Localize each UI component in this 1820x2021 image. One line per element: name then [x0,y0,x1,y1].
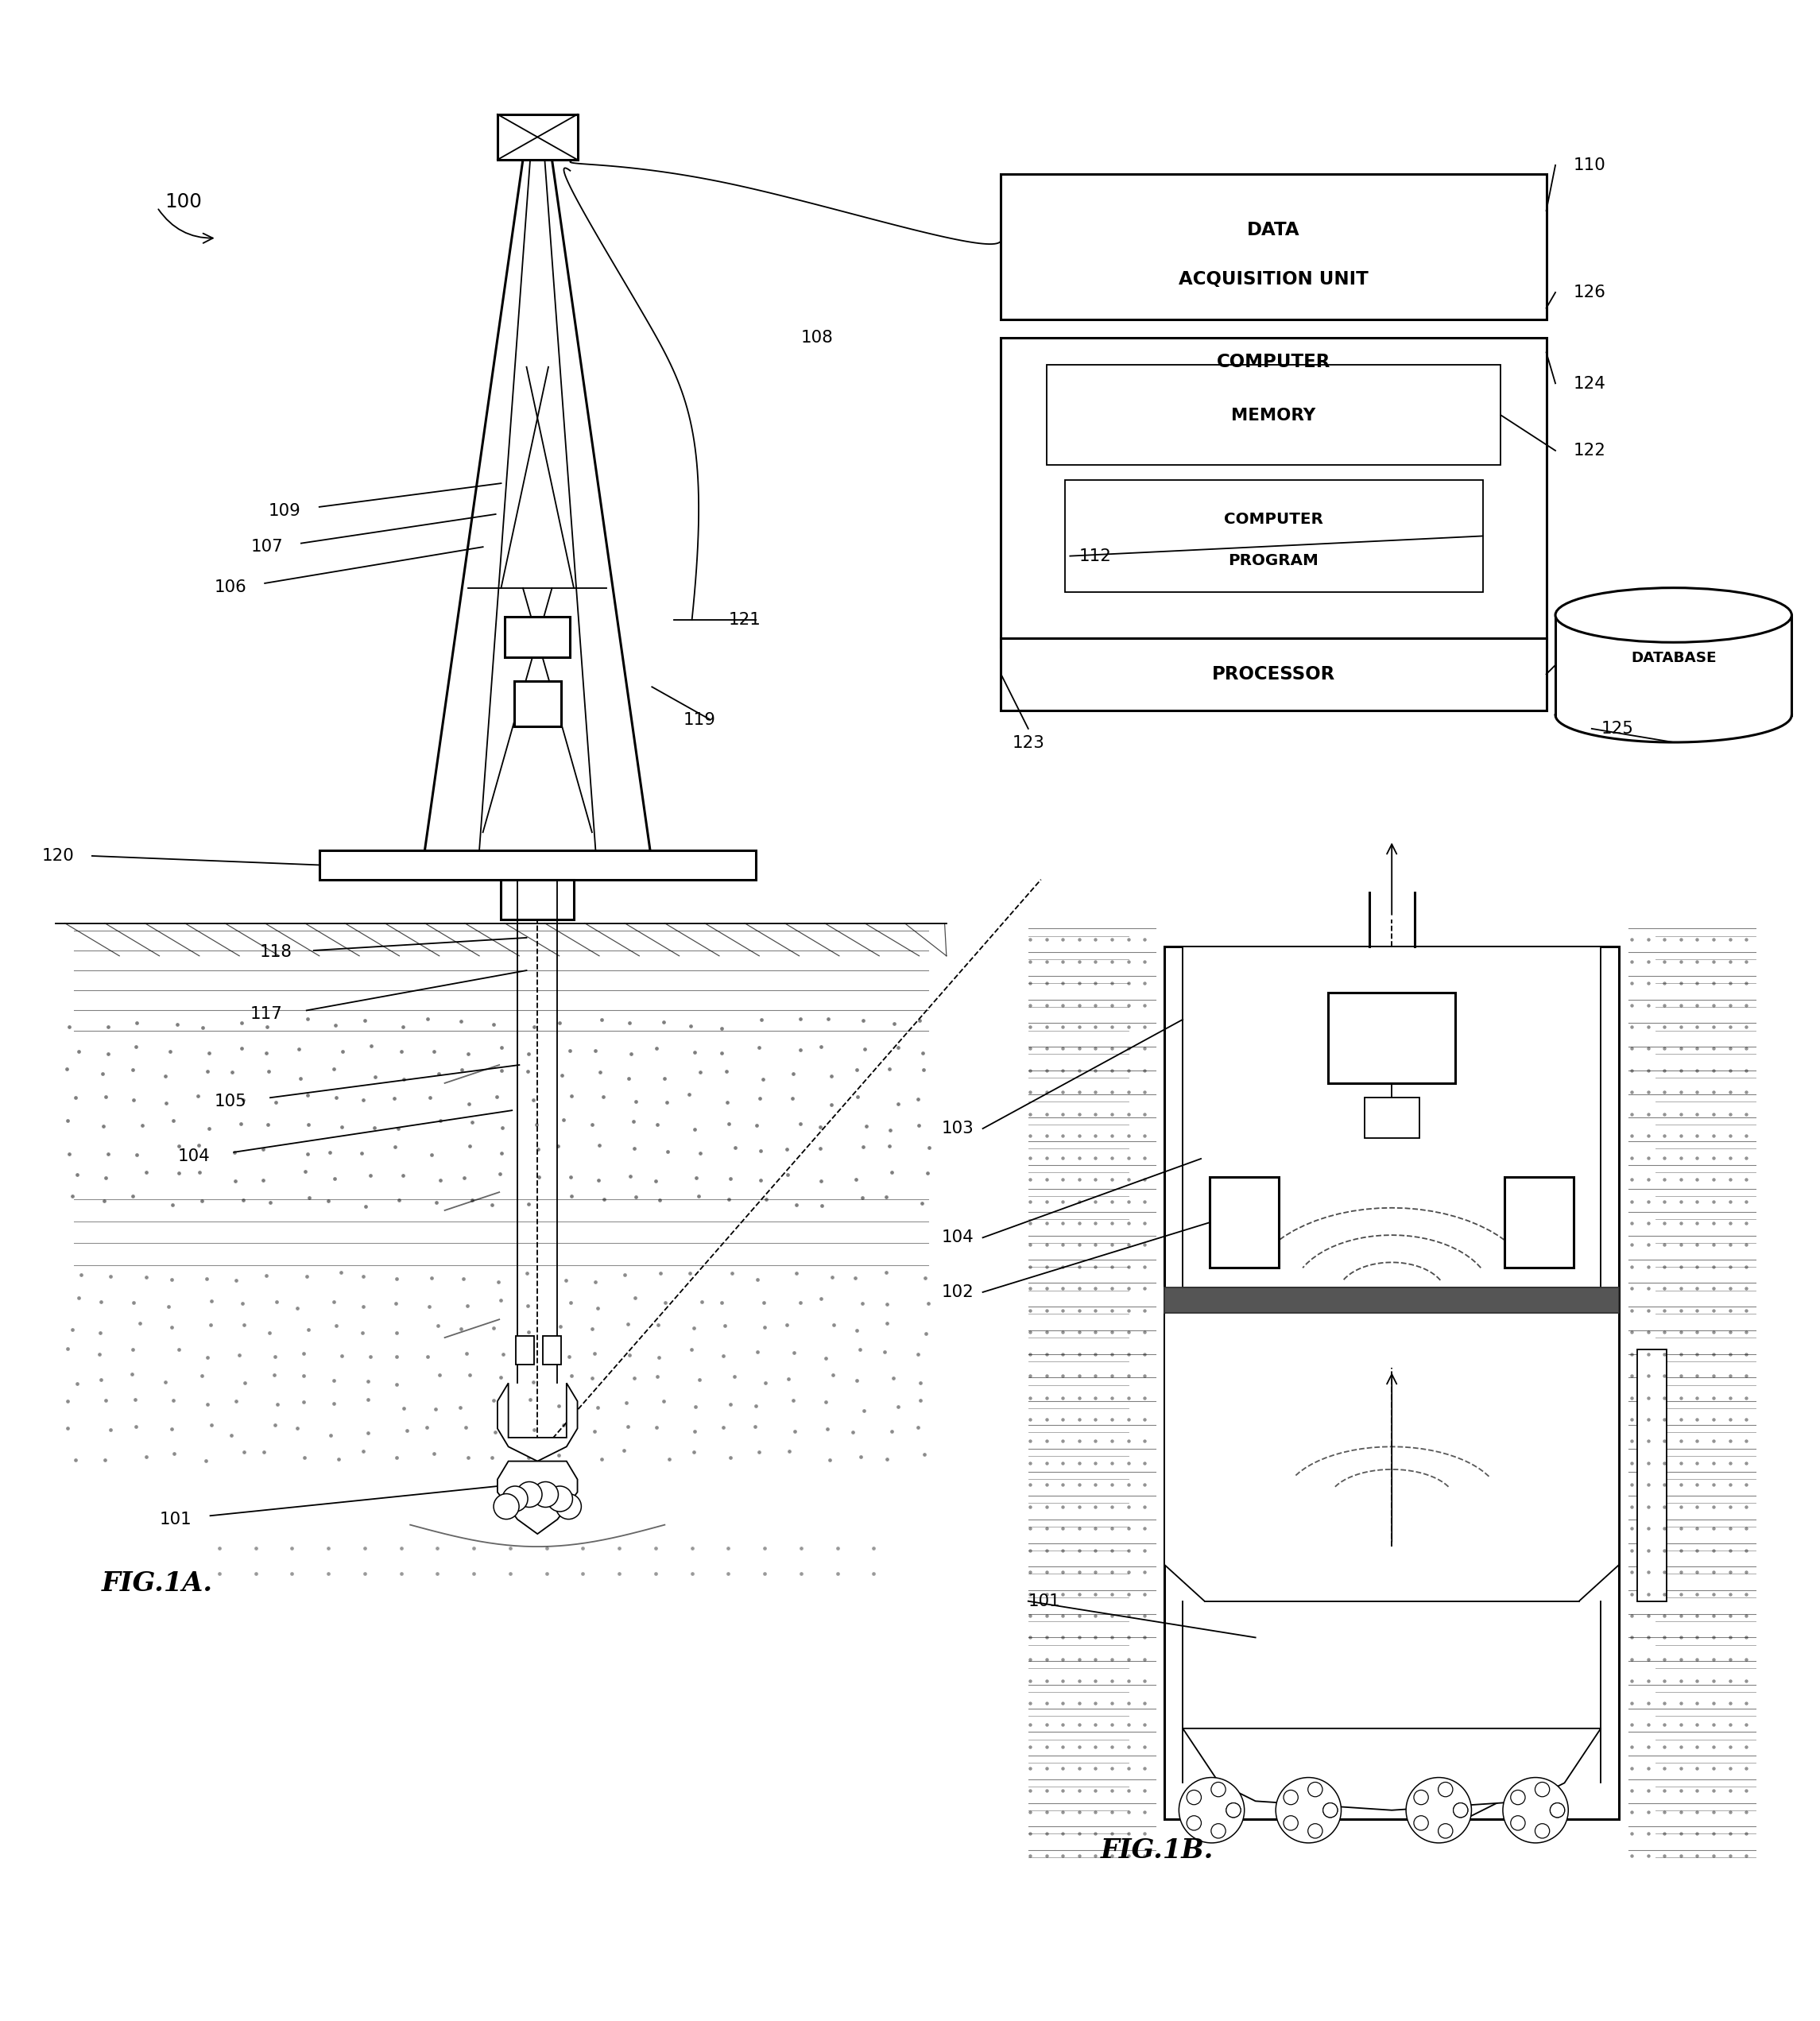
Circle shape [1276,1778,1341,1843]
Circle shape [548,1485,573,1512]
Circle shape [1227,1803,1241,1817]
Text: 102: 102 [941,1283,974,1300]
Circle shape [1405,1778,1471,1843]
Text: MEMORY: MEMORY [1232,408,1316,422]
Text: 105: 105 [215,1093,246,1110]
Circle shape [1511,1815,1525,1831]
Text: 112: 112 [1079,548,1112,564]
Bar [500,879,573,920]
Circle shape [1534,1783,1549,1797]
Bar [1183,948,1600,1287]
Bar [1001,174,1547,319]
Circle shape [493,1494,519,1520]
Circle shape [1414,1815,1429,1831]
Text: 117: 117 [251,1006,282,1023]
Circle shape [1452,1803,1467,1817]
Circle shape [1187,1791,1201,1805]
Text: COMPUTER: COMPUTER [1223,511,1323,527]
Text: 106: 106 [215,580,246,594]
Bar [504,616,570,657]
Bar [1065,479,1483,592]
Polygon shape [1183,1728,1600,1811]
Polygon shape [1165,1314,1618,1601]
Circle shape [517,1481,542,1508]
Circle shape [1187,1815,1201,1831]
Bar [1165,948,1618,1819]
Circle shape [1438,1783,1452,1797]
Bar [318,851,755,879]
Text: 101: 101 [1028,1593,1061,1609]
Bar [1046,366,1502,465]
Circle shape [1323,1803,1338,1817]
Text: PROGRAM: PROGRAM [1228,554,1319,568]
Text: 110: 110 [1574,158,1605,174]
Circle shape [1210,1823,1225,1839]
Circle shape [1438,1823,1452,1839]
Text: 120: 120 [42,849,75,863]
Bar [1636,1350,1665,1601]
Circle shape [1452,1803,1467,1817]
Circle shape [1414,1791,1429,1805]
Text: 124: 124 [1574,376,1605,392]
Bar [1001,639,1547,711]
Bar [1505,1176,1574,1267]
Circle shape [1227,1803,1241,1817]
Text: 103: 103 [941,1122,974,1136]
Circle shape [1283,1791,1298,1805]
Circle shape [1210,1783,1225,1797]
Bar [542,1336,561,1364]
Text: DATABASE: DATABASE [1631,651,1716,665]
Text: FIG.1A.: FIG.1A. [102,1570,213,1597]
Text: 125: 125 [1600,721,1633,738]
Text: 123: 123 [1012,736,1045,752]
Circle shape [1283,1815,1298,1831]
Text: 104: 104 [178,1148,211,1164]
Circle shape [1551,1803,1565,1817]
Circle shape [1551,1803,1565,1817]
Bar [1165,1287,1618,1314]
Text: 119: 119 [682,711,715,728]
Circle shape [533,1481,559,1508]
Bar [497,115,577,160]
Circle shape [1511,1791,1525,1805]
Text: 100: 100 [166,192,202,212]
Bar [1001,338,1547,647]
Ellipse shape [1556,588,1791,643]
Text: 109: 109 [269,503,300,519]
Text: 118: 118 [260,944,291,960]
Text: PROCESSOR: PROCESSOR [1212,665,1336,683]
Text: 122: 122 [1574,443,1605,459]
Circle shape [1179,1778,1245,1843]
Text: COMPUTER: COMPUTER [1216,352,1330,370]
Circle shape [1503,1778,1569,1843]
Text: 126: 126 [1574,285,1605,301]
Text: FIG.1B.: FIG.1B. [1101,1837,1214,1863]
Circle shape [1309,1823,1323,1839]
Text: 107: 107 [251,540,282,556]
Polygon shape [497,1461,577,1534]
Bar [1365,1097,1420,1138]
Bar [1329,992,1456,1083]
Text: 108: 108 [801,329,834,346]
Circle shape [1534,1823,1549,1839]
Text: 104: 104 [941,1229,974,1245]
Circle shape [1323,1803,1338,1817]
Circle shape [1309,1783,1323,1797]
Circle shape [502,1485,528,1512]
Polygon shape [497,1382,577,1461]
Text: 121: 121 [728,612,761,629]
Text: 101: 101 [160,1512,193,1528]
Circle shape [555,1494,581,1520]
Bar [513,681,561,726]
Bar [1210,1176,1279,1267]
Bar [515,1336,533,1364]
Text: DATA: DATA [1247,220,1299,238]
Text: ACQUISITION UNIT: ACQUISITION UNIT [1179,271,1369,289]
